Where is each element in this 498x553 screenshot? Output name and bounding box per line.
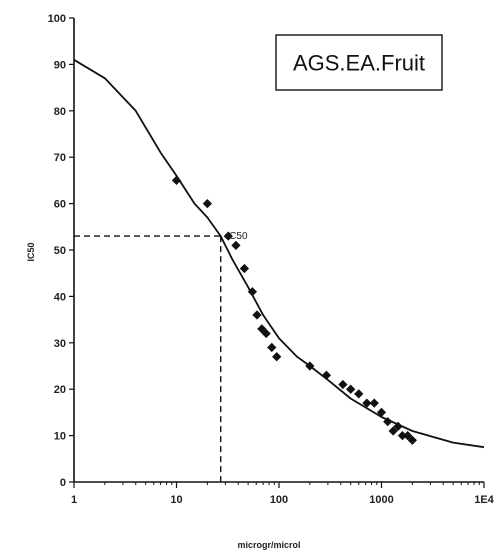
data-point	[403, 430, 413, 441]
chart-title: AGS.EA.Fruit	[293, 51, 425, 76]
data-point	[362, 398, 372, 408]
points-group	[171, 175, 417, 445]
data-point	[407, 435, 417, 445]
x-tick-label: 10	[170, 494, 182, 506]
data-point	[388, 426, 398, 436]
data-point	[369, 398, 379, 408]
title-box	[275, 34, 443, 91]
data-point	[321, 370, 332, 380]
x-tick-label: 100	[270, 494, 288, 506]
data-point	[247, 287, 258, 297]
fit-curve-group	[73, 59, 485, 449]
y-tick-label: 60	[54, 199, 66, 211]
y-tick-label: 30	[54, 338, 66, 350]
y-tick-label: 0	[60, 477, 66, 489]
x-tick-label: 1E4	[474, 494, 494, 506]
ic50-annotation: IC50	[226, 231, 248, 242]
y-tick-label: 20	[54, 384, 66, 396]
x-tick-label: 1	[71, 494, 77, 506]
data-point	[261, 328, 271, 339]
y-tick-label: 80	[54, 106, 66, 118]
data-point	[383, 417, 393, 427]
title-group: AGS.EA.Fruit	[275, 34, 443, 91]
data-point	[171, 175, 182, 186]
x-axis-title: microgr/microl	[237, 540, 300, 550]
y-tick-label: 40	[54, 291, 66, 303]
data-point	[202, 198, 212, 209]
data-point	[252, 310, 262, 320]
y-tick-label: 70	[54, 152, 66, 164]
data-point	[231, 240, 241, 250]
data-point	[338, 379, 348, 390]
data-point	[267, 342, 277, 353]
y-tick-label: 90	[54, 59, 66, 71]
y-tick-label: 50	[54, 245, 66, 257]
data-point	[376, 407, 387, 418]
y-tick-label: 100	[48, 13, 66, 25]
data-point	[346, 384, 356, 394]
data-point	[393, 421, 403, 431]
y-axis-title: IC50	[26, 242, 36, 261]
data-point	[239, 263, 250, 274]
y-tick-label: 10	[54, 431, 66, 443]
data-point	[223, 231, 233, 241]
fit-curve	[73, 59, 485, 449]
annotation-group: IC50	[226, 231, 248, 242]
data-point	[257, 324, 267, 334]
data-point	[272, 352, 282, 362]
reference-lines-group	[74, 235, 222, 482]
x-tick-label: 1000	[369, 494, 393, 506]
data-point	[305, 361, 315, 371]
data-point	[354, 389, 364, 399]
